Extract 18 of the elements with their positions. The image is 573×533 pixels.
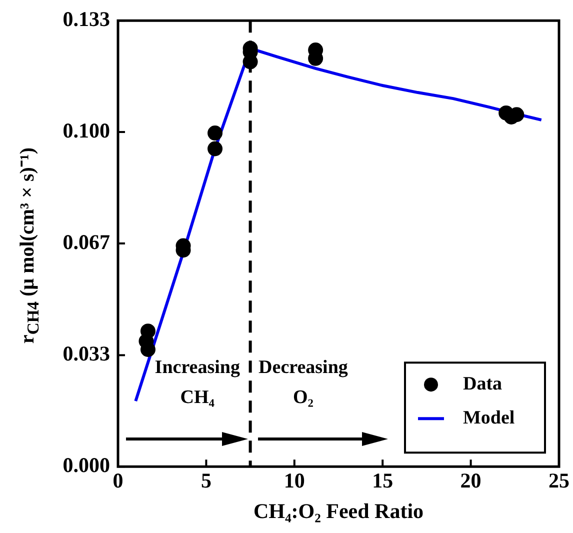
x-tick-label: 20	[460, 468, 482, 493]
point	[208, 126, 223, 141]
y-tick-label: 0.033	[62, 342, 110, 366]
annotation: Increasing CH₄	[154, 356, 240, 408]
x-tick-label: 25	[548, 468, 570, 493]
x-tick-label: 0	[112, 468, 124, 493]
point	[208, 141, 223, 156]
y-tick-label: 0.100	[62, 118, 110, 142]
y-tick-label: 0.000	[62, 453, 110, 478]
x-tick-label: 10	[284, 468, 305, 493]
y-tick-label: 0.133	[62, 7, 110, 32]
y-tick-label: 0.067	[62, 230, 110, 254]
x-tick-label: 15	[372, 468, 394, 493]
annotation: Decreasing O₂	[258, 356, 348, 408]
legend-label: Data	[463, 374, 503, 395]
x-tick-label: 5	[200, 468, 212, 493]
legend-label: Model	[463, 408, 515, 429]
x-axis-title: CH₄:O₂ Feed Ratio	[253, 498, 424, 523]
